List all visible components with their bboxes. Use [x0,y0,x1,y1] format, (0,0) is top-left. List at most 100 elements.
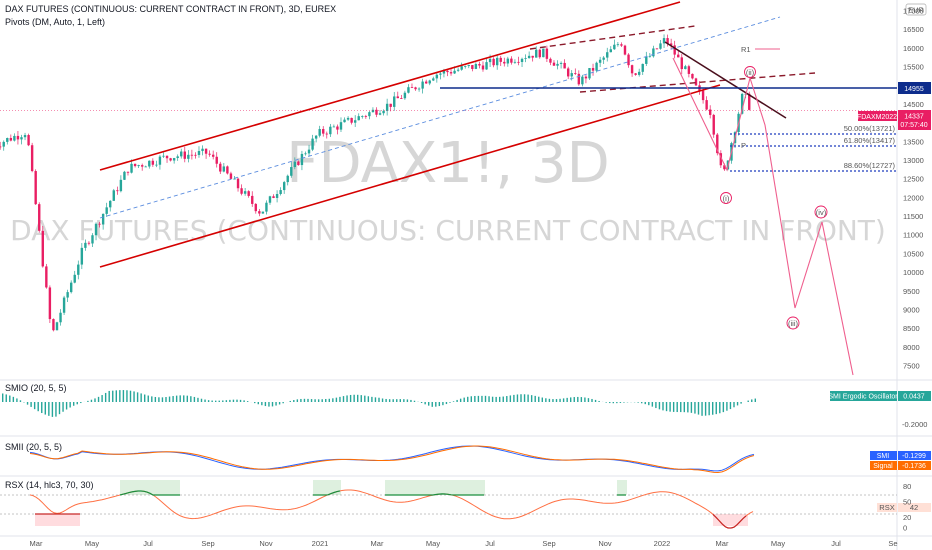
channel-midline [99,16,781,219]
smio-bar [332,398,334,402]
rsx-name: RSX [879,503,894,512]
candle-body [677,54,680,58]
pivots-indicator-label: Pivots (DM, Auto, 1, Left) [5,17,105,27]
smio-bar [30,402,32,407]
downtrend-line [664,41,787,119]
smio-bar [712,402,714,415]
smio-bar [648,402,650,406]
smio-bar [396,399,398,402]
smio-bar [12,396,15,402]
smio-bar [186,395,188,402]
candle-body [350,117,353,123]
candle-body [435,74,439,79]
smio-bar [211,400,213,402]
smio-bar [619,402,622,403]
smio-bar [481,395,483,402]
smio-bar [257,402,259,405]
candle-body [233,178,236,180]
candle-body [574,73,577,74]
rsx-overbought-zone-3 [385,480,485,495]
smio-bar [623,402,625,403]
candle-body [101,213,105,225]
candle-body [407,87,410,93]
time-tick-label: Mar [371,539,384,548]
smio-bar [662,402,664,411]
smio-bar [41,402,43,414]
candle-body [613,44,616,50]
fib-retracement: 50.00%(13721) 61.80%(13417) 88.60%(12727… [730,124,897,172]
candle-body [346,117,350,120]
smio-bar [76,402,78,405]
candle-body [282,182,286,191]
smio-bar [55,402,57,417]
smio-bar [232,399,235,402]
time-tick-label: 2022 [654,539,671,548]
candle-body [542,48,545,58]
smii-signal-name: Signal [873,463,893,470]
smio-bar [385,398,387,402]
smio-bar [261,402,263,406]
smio-bar [158,397,160,402]
smio-bar [222,400,224,402]
price-tick-label: 10000 [903,268,924,277]
candle-body [492,58,495,66]
candle-body [91,235,94,244]
smio-bar [349,394,352,402]
smio-bar [136,392,139,402]
wave-label-ii: (ii) [744,66,756,78]
candle-body [112,190,115,201]
candle-body [13,135,16,141]
pivot-p-label: P [741,141,746,150]
smio-bar [193,396,196,402]
smio-bar [303,398,306,402]
candle-body [662,38,666,44]
fib-618-label: 61.80%(13417) [844,136,896,145]
smio-bar [367,396,370,402]
candle-body [133,163,137,167]
candle-body [503,61,506,64]
candle-body [165,155,169,159]
candle-body [449,72,453,74]
candle-body [353,120,357,123]
smio-bar [353,394,355,402]
smio-bar [51,402,54,417]
smio-bar [126,390,128,402]
smio-bar [207,400,210,402]
smio-bar [140,393,142,402]
candle-body [499,57,502,62]
candle-body [581,76,584,85]
candle-body [716,134,719,154]
candle-body [389,103,392,107]
candle-body [623,45,627,55]
candle-body [467,65,470,67]
smio-bar [410,399,412,402]
candle-body [59,312,62,323]
candle-body [140,165,144,167]
smio-bar [523,394,526,402]
rsx-tick-label: 50 [903,498,911,507]
currency-badge[interactable] [905,3,927,16]
smio-bar [651,402,654,407]
time-tick-label: Jul [485,539,495,548]
smio-histogram [2,390,756,417]
price-tick-label: 16500 [903,25,924,34]
candle-body [577,73,581,85]
time-tick-label: Sep [542,539,555,548]
time-tick-label: Mar [30,539,43,548]
candle-body [62,297,66,313]
candle-body [609,49,612,53]
smio-bar [190,396,192,402]
smio-bar [697,402,700,415]
candle-body [204,148,208,154]
time-axis[interactable]: Mar May Jul Sep Nov 2021 Mar May Jul Sep Nov 2022 Ma… [30,539,898,548]
time-tick-label: Jul [143,539,153,548]
smio-bar [129,390,132,402]
smio-bar [346,395,348,402]
candle-body [272,196,275,198]
smio-bar [641,402,643,404]
smio-bar [133,391,135,402]
smio-bar [236,399,238,402]
smio-bar [701,402,703,416]
candle-body [0,146,2,148]
candle-body [513,61,517,63]
